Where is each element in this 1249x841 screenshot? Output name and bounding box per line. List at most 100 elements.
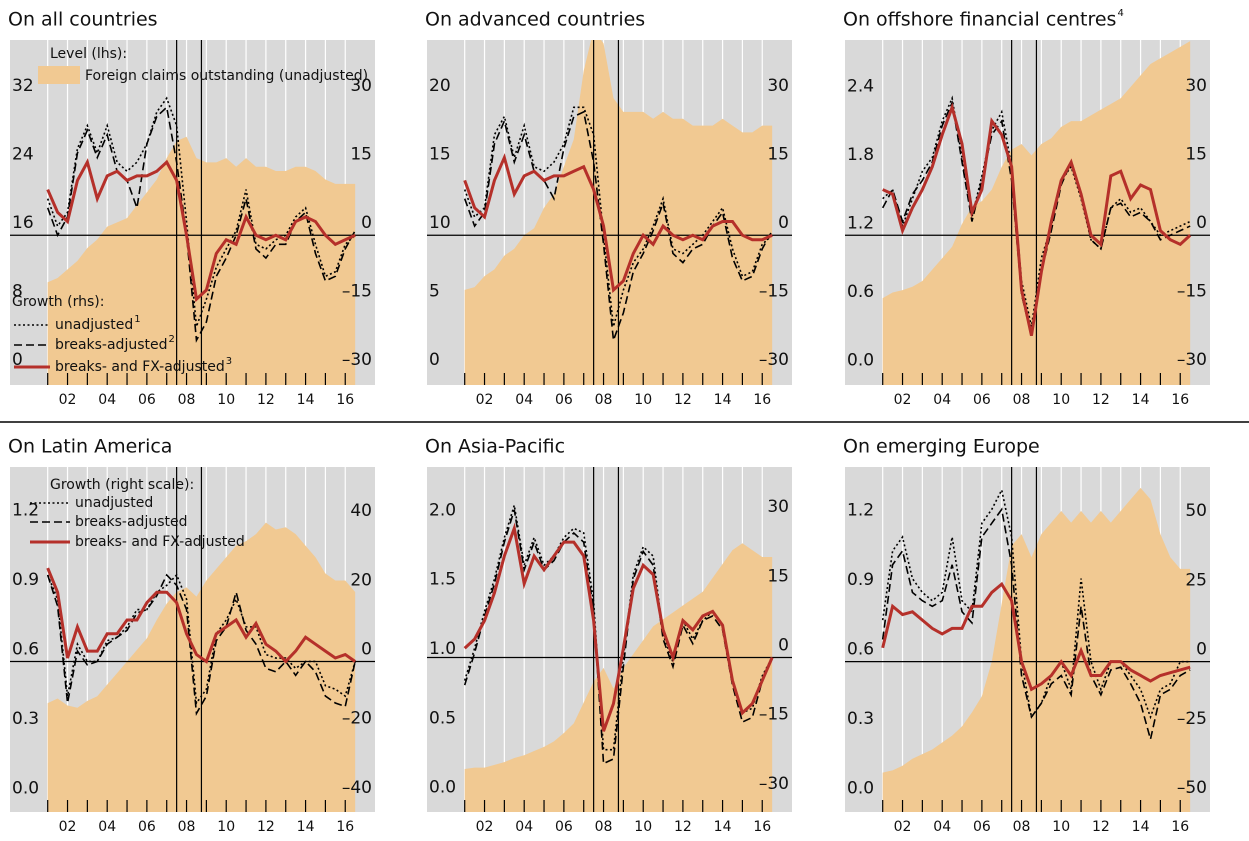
y2-tick-label: –40 xyxy=(342,778,372,798)
line xyxy=(463,153,773,294)
y-tick-label: 5 xyxy=(429,282,440,302)
legend-label: breaks- and FX-adjusted xyxy=(75,534,245,550)
panel: On offshore financial centres 4 02 04 06 08 10… xyxy=(843,8,1210,408)
y2-tick-label: –30 xyxy=(759,350,789,370)
x-tick-label: 04 xyxy=(933,819,951,835)
x-tick-label: 10 xyxy=(634,819,652,835)
x-tick-label: 16 xyxy=(753,819,771,835)
y2-tick-label: 25 xyxy=(1185,570,1207,590)
area xyxy=(464,543,773,812)
y-tick-label: 0.3 xyxy=(12,709,39,729)
y-tick-label: 1.2 xyxy=(847,213,874,233)
x-tick-label: 06 xyxy=(138,392,156,408)
y-tick-label: 32 xyxy=(12,76,34,96)
panel-title: On Latin America xyxy=(8,436,172,458)
y-tick-label: 1.2 xyxy=(847,501,874,521)
y2-tick-label: 15 xyxy=(767,145,789,165)
x-tick-label: 02 xyxy=(476,819,494,835)
panel-title: On emerging Europe xyxy=(843,436,1040,458)
x-tick-label: 12 xyxy=(257,819,275,835)
title-note: 4 xyxy=(1117,8,1123,19)
y2-tick-label: –15 xyxy=(759,705,789,725)
x-tick-label: 10 xyxy=(634,392,652,408)
y2-tick-label: 0 xyxy=(1196,640,1207,660)
y-tick-label: 24 xyxy=(12,145,34,165)
x-tick-label: 12 xyxy=(1092,392,1110,408)
line xyxy=(882,95,1191,327)
y2-tick-label: 30 xyxy=(1185,76,1207,96)
y-tick-label: 1.0 xyxy=(429,639,456,659)
y-tick-label: 0.0 xyxy=(847,350,874,370)
y2-tick-label: 30 xyxy=(767,497,789,517)
y-tick-label: 0.0 xyxy=(12,778,39,798)
x-tick-label: 08 xyxy=(178,392,196,408)
y2-tick-label: 0 xyxy=(361,639,372,659)
y-tick-label: 1.8 xyxy=(847,145,874,165)
line xyxy=(46,105,356,343)
y2-tick-label: –30 xyxy=(342,350,372,370)
legend-heading: Growth (right scale): xyxy=(50,477,194,493)
x-tick-label: 04 xyxy=(515,819,533,835)
x-tick-label: 04 xyxy=(933,392,951,408)
legend-note: 2 xyxy=(169,334,175,345)
x-tick-label: 10 xyxy=(1052,819,1070,835)
x-tick-label: 12 xyxy=(674,392,692,408)
y2-tick-label: 0 xyxy=(1196,213,1207,233)
y-tick-label: 0.3 xyxy=(847,709,874,729)
y-tick-label: 8 xyxy=(12,282,23,302)
x-tick-label: 10 xyxy=(1052,392,1070,408)
y2-tick-label: 15 xyxy=(1185,145,1207,165)
panel: On emerging Europe 02 04 06 08 10 12 14 16 0.0 0.3… xyxy=(843,436,1210,835)
y-tick-label: 20 xyxy=(429,76,451,96)
x-tick-label: 10 xyxy=(217,819,235,835)
y-tick-label: 10 xyxy=(429,213,451,233)
legend-label: unadjusted xyxy=(55,317,133,333)
y2-tick-label: –15 xyxy=(759,282,789,302)
y-tick-label: 1.5 xyxy=(429,570,456,590)
legend-label: breaks-adjusted xyxy=(75,514,188,530)
legend-label: unadjusted xyxy=(75,495,153,511)
y2-tick-label: 20 xyxy=(350,570,372,590)
x-tick-label: 16 xyxy=(336,392,354,408)
x-tick-label: 04 xyxy=(515,392,533,408)
y2-tick-label: 0 xyxy=(361,213,372,233)
panel: On Latin America 02 04 06 08 10 12 14 16 0.0 0.3 0.… xyxy=(8,436,375,835)
y-tick-label: 0.9 xyxy=(12,570,39,590)
legend-heading: Growth (rhs): xyxy=(12,294,104,310)
y-tick-label: 2.4 xyxy=(847,76,874,96)
line xyxy=(881,487,1191,720)
y2-tick-label: 30 xyxy=(767,76,789,96)
x-tick-label: 14 xyxy=(1132,819,1150,835)
y-tick-label: 15 xyxy=(429,145,451,165)
legend-label: breaks-adjusted xyxy=(55,337,168,353)
x-tick-label: 10 xyxy=(217,392,235,408)
y2-tick-label: 40 xyxy=(350,501,372,521)
y-tick-label: 0.0 xyxy=(429,778,456,798)
x-tick-label: 14 xyxy=(714,392,732,408)
x-tick-label: 04 xyxy=(98,819,116,835)
x-tick-label: 04 xyxy=(98,392,116,408)
panel-title: On all countries xyxy=(8,9,158,31)
line xyxy=(46,567,357,664)
y-tick-label: 16 xyxy=(12,213,34,233)
line xyxy=(463,509,773,765)
y2-tick-label: 15 xyxy=(767,566,789,586)
line xyxy=(881,99,1191,336)
line xyxy=(882,102,1192,337)
x-tick-label: 08 xyxy=(595,819,613,835)
x-tick-label: 16 xyxy=(1171,392,1189,408)
y-tick-label: 0.6 xyxy=(847,639,874,659)
legend-label: breaks- and FX-adjusted xyxy=(55,359,225,375)
y-tick-label: 0.0 xyxy=(847,778,874,798)
panel-title: On advanced countries xyxy=(425,9,645,31)
x-tick-label: 08 xyxy=(1013,819,1031,835)
y2-tick-label: –15 xyxy=(342,282,372,302)
x-tick-label: 14 xyxy=(714,819,732,835)
line xyxy=(463,505,773,751)
y2-tick-label: 50 xyxy=(1185,501,1207,521)
legend-swatch xyxy=(38,66,80,84)
y2-tick-label: 15 xyxy=(350,145,372,165)
line xyxy=(463,522,774,732)
y2-tick-label: –30 xyxy=(1177,350,1207,370)
